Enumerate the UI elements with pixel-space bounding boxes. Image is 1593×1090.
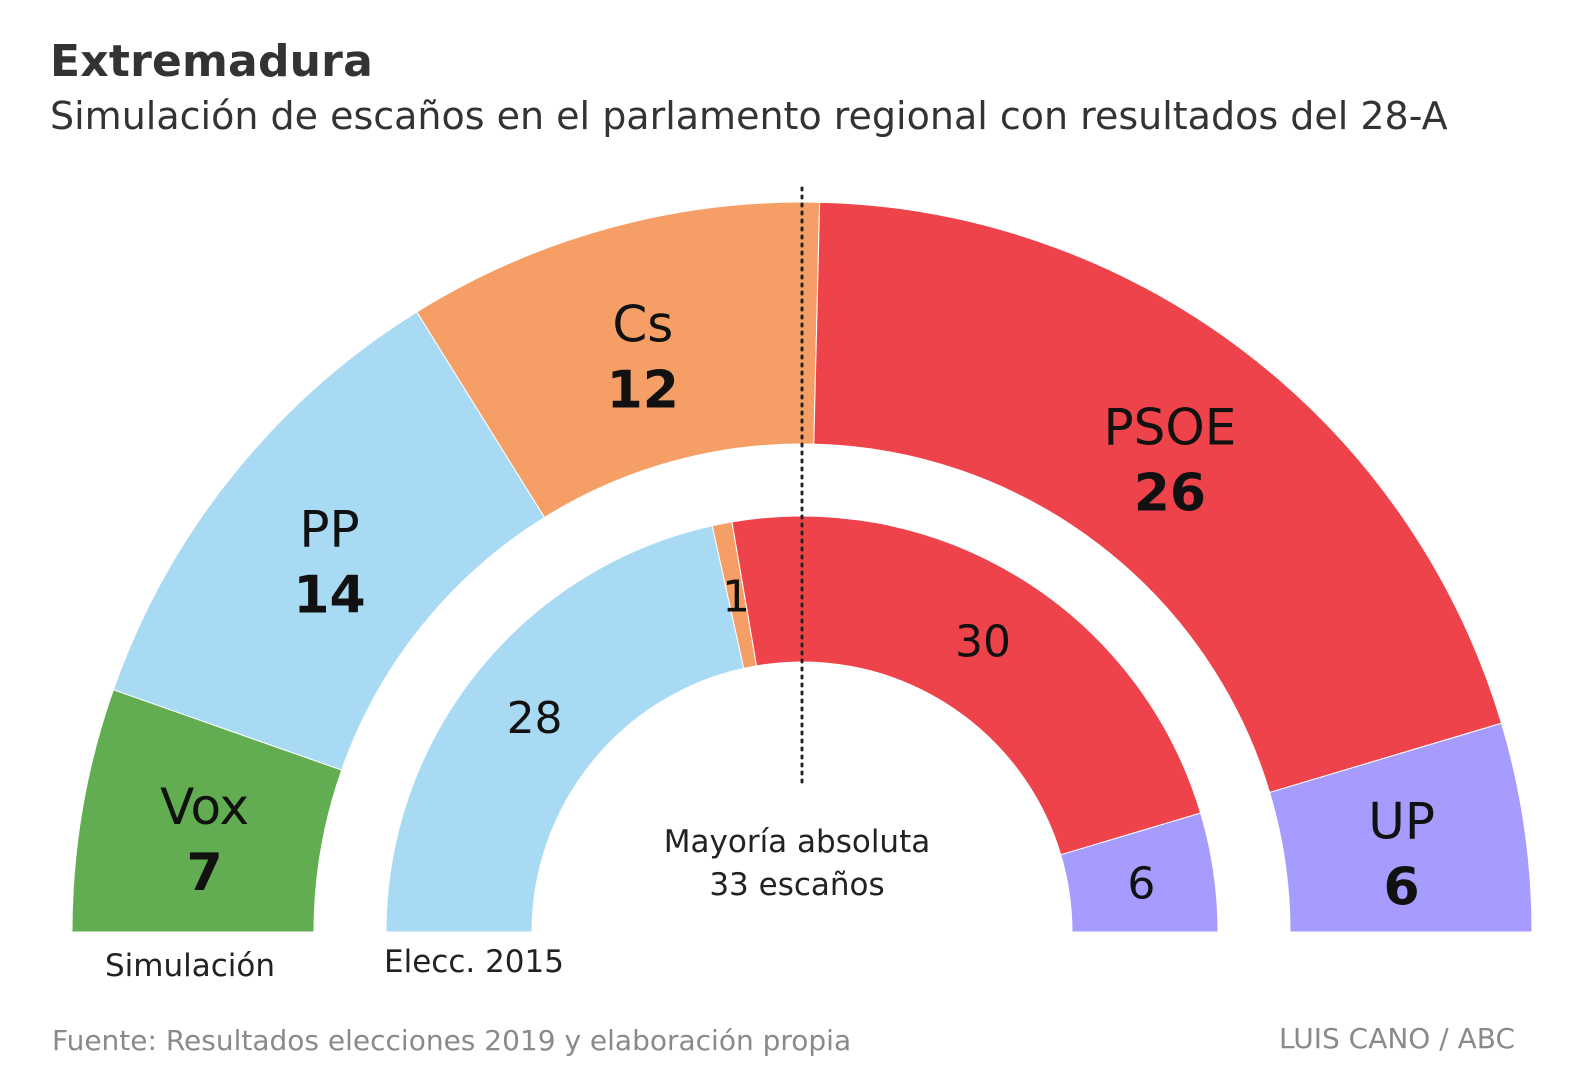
label-seats-cs: 12 [607, 360, 679, 420]
arc-simulaci-n-psoe [813, 201, 1503, 794]
majority-label-line1: Mayoría absoluta [664, 824, 930, 860]
seat-arcs [71, 201, 1533, 933]
arc-simulaci-n-up [1268, 722, 1533, 933]
label-2015-psoe: 30 [955, 617, 1011, 668]
label-2015-up: 6 [1127, 858, 1155, 909]
arc-elecc-2015-pp [385, 525, 745, 933]
label-party-cs: Cs [612, 295, 673, 353]
label-party-psoe: PSOE [1104, 398, 1237, 456]
arc-elecc-2015-up [1060, 812, 1219, 933]
label-2015-cs: 1 [722, 571, 750, 622]
label-seats-up: 6 [1384, 857, 1420, 917]
source-note: Fuente: Resultados elecciones 2019 y ela… [52, 1024, 852, 1057]
label-2015-pp: 28 [507, 693, 563, 744]
seat-labels: Vox 7 PP 14 Cs 12 PSOE 26 UP 6 28 1 30 6 [160, 295, 1435, 917]
chart-title: Extremadura [50, 36, 373, 87]
ring-label-2015: Elecc. 2015 [384, 944, 564, 980]
ring-label-simulacion: Simulación [105, 948, 275, 984]
credit-note: LUIS CANO / ABC [1279, 1022, 1515, 1055]
label-seats-psoe: 26 [1134, 463, 1206, 523]
arc-elecc-2015-psoe [731, 515, 1202, 856]
label-party-vox: Vox [160, 778, 249, 836]
chart-subtitle: Simulación de escaños en el parlamento r… [50, 94, 1448, 138]
label-party-up: UP [1368, 792, 1435, 850]
label-seats-pp: 14 [293, 566, 365, 626]
label-seats-vox: 7 [187, 843, 223, 903]
majority-label-line2: 33 escaños [709, 867, 884, 903]
label-party-pp: PP [299, 501, 359, 559]
